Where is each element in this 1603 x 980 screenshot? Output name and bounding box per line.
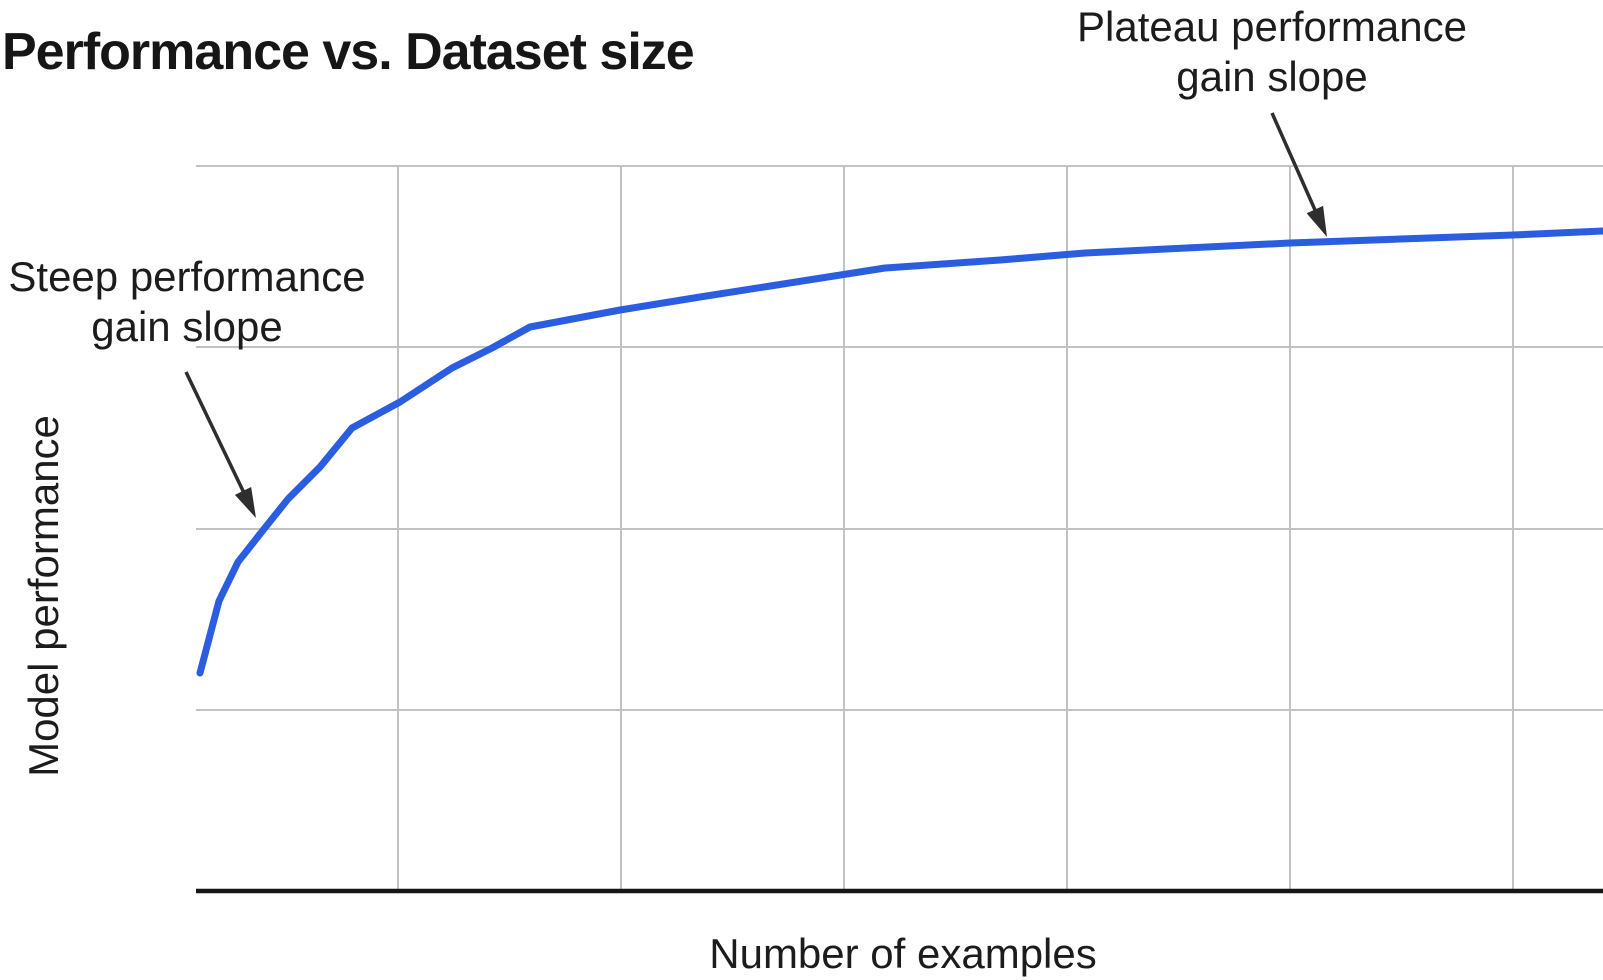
annotation-steep-line1: Steep performance — [8, 253, 366, 300]
performance-curve — [196, 227, 1603, 677]
annotation-arrowhead-steep — [234, 487, 256, 518]
annotation-plateau-line2: gain slope — [1176, 53, 1368, 100]
x-axis-label: Number of examples — [709, 930, 1097, 977]
annotation-steep-line2: gain slope — [91, 303, 283, 350]
y-axis-label: Model performance — [20, 415, 67, 777]
annotation-arrowhead-plateau — [1306, 205, 1327, 237]
annotation-plateau: Plateau performance gain slope — [1077, 2, 1467, 102]
annotation-plateau-line1: Plateau performance — [1077, 3, 1467, 50]
annotation-steep: Steep performance gain slope — [8, 252, 365, 352]
chart-title: Performance vs. Dataset size — [2, 23, 695, 81]
annotation-arrow-plateau — [1270, 112, 1320, 218]
annotation-arrow-steep — [184, 371, 249, 499]
